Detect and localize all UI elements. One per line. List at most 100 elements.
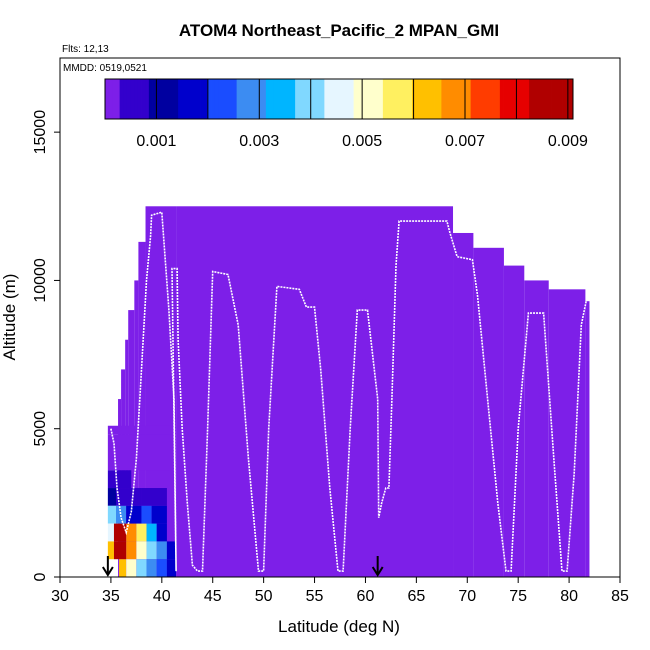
colorbar-swatch xyxy=(203,79,208,119)
colorbar-swatch xyxy=(371,79,376,119)
curtain-cell xyxy=(126,523,137,542)
colorbar-swatch xyxy=(536,79,541,119)
x-tick-label: 65 xyxy=(407,588,425,605)
colorbar-swatch xyxy=(240,79,245,119)
colorbar-swatch xyxy=(141,79,146,119)
colorbar-swatch xyxy=(456,79,461,119)
colorbar-swatch xyxy=(167,79,172,119)
colorbar-swatch xyxy=(192,79,197,119)
colorbar-swatch xyxy=(415,79,420,119)
colorbar-swatch xyxy=(225,79,230,119)
colorbar-swatch xyxy=(551,79,556,119)
curtain-cell xyxy=(116,470,132,489)
colorbar-swatch xyxy=(434,79,439,119)
colorbar-swatch xyxy=(170,79,175,119)
colorbar-swatch xyxy=(152,79,157,119)
colorbar-swatch xyxy=(126,79,131,119)
colorbar-swatch xyxy=(492,79,497,119)
colorbar-swatch xyxy=(481,79,486,119)
colorbar-swatch xyxy=(156,79,161,119)
colorbar-swatch xyxy=(108,79,113,119)
x-tick-label: 50 xyxy=(255,588,273,605)
colorbar-swatch xyxy=(430,79,435,119)
colorbar-swatch xyxy=(470,79,475,119)
curtain-cell xyxy=(138,241,146,578)
x-tick-label: 85 xyxy=(611,588,629,605)
colorbar-swatch xyxy=(349,79,355,119)
colorbar-swatch xyxy=(196,79,201,119)
y-tick-label: 0 xyxy=(32,572,49,581)
colorbar-swatch xyxy=(412,79,417,119)
colorbar-swatch xyxy=(200,79,205,119)
colorbar-swatch xyxy=(313,79,318,119)
colorbar-swatch xyxy=(518,79,523,119)
colorbar-swatch xyxy=(185,79,190,119)
colorbar-swatch xyxy=(317,79,322,119)
colorbar-swatch xyxy=(145,79,150,119)
curtain-cell xyxy=(136,541,147,560)
colorbar-swatch xyxy=(276,79,281,119)
colorbar-swatch xyxy=(426,79,431,119)
colorbar-swatch xyxy=(386,79,391,119)
colorbar-swatch xyxy=(189,79,194,119)
colorbar-swatch xyxy=(419,79,424,119)
colorbar-swatch xyxy=(287,79,292,119)
colorbar-swatch xyxy=(401,79,406,119)
colorbar-swatch xyxy=(529,79,534,119)
colorbar-swatch xyxy=(232,79,238,119)
curtain-cell xyxy=(176,206,454,578)
colorbar-swatch xyxy=(466,79,472,119)
curtain-cell xyxy=(136,523,147,542)
colorbar-swatch xyxy=(569,79,574,119)
curtain-cell xyxy=(146,523,157,542)
x-tick-label: 55 xyxy=(306,588,324,605)
colorbar-swatch xyxy=(211,79,216,119)
marker-head xyxy=(371,566,384,577)
colorbar-swatch xyxy=(214,79,219,119)
colorbar-swatch xyxy=(262,79,267,119)
colorbar-tick-label: 0.007 xyxy=(445,133,485,150)
curtain-cell xyxy=(107,425,177,435)
colorbar-swatch xyxy=(115,79,121,119)
colorbar: 0.001 0.003 0.005 0.007 0.009 xyxy=(104,78,588,150)
colorbar-swatch xyxy=(558,79,563,119)
curtain-cell xyxy=(156,541,167,560)
curtain-cell xyxy=(113,541,127,560)
colorbar-swatch xyxy=(448,79,453,119)
colorbar-swatch xyxy=(251,79,256,119)
colorbar-swatch xyxy=(521,79,526,119)
plot-frame xyxy=(59,57,621,578)
colorbar-swatch xyxy=(284,79,289,119)
curtain-cell xyxy=(119,559,127,577)
curtain-cell xyxy=(548,289,586,577)
curtain-cell xyxy=(107,505,116,524)
colorbar-swatch xyxy=(137,79,142,119)
colorbar-swatch xyxy=(342,79,347,119)
colorbar-swatch xyxy=(306,79,311,119)
colorbar-swatch xyxy=(499,79,504,119)
x-tick-label: 75 xyxy=(509,588,527,605)
colorbar-tick-label: 0.005 xyxy=(342,133,382,150)
curtain-cell xyxy=(156,559,167,577)
colorbar-frame xyxy=(104,78,574,120)
x-tick-label: 60 xyxy=(357,588,375,605)
colorbar-swatch xyxy=(222,79,227,119)
x-tick-label: 45 xyxy=(204,588,222,605)
colorbar-swatch xyxy=(445,79,450,119)
colorbar-swatch xyxy=(357,79,362,119)
x-tick-label: 30 xyxy=(51,588,69,605)
colorbar-swatch xyxy=(273,79,278,119)
colorbar-swatch xyxy=(437,79,442,119)
colorbar-swatch xyxy=(269,79,274,119)
colorbar-swatch xyxy=(390,79,395,119)
colorbar-swatch xyxy=(236,79,241,119)
colorbar-swatch xyxy=(382,79,387,119)
colorbar-swatch xyxy=(302,79,307,119)
x-tick-label: 35 xyxy=(102,588,120,605)
colorbar-swatch xyxy=(207,79,212,119)
colorbar-swatch xyxy=(123,79,128,119)
location-marker xyxy=(102,556,114,577)
colorbar-swatch xyxy=(247,79,252,119)
colorbar-swatch xyxy=(335,79,340,119)
colorbar-swatch xyxy=(258,79,263,119)
